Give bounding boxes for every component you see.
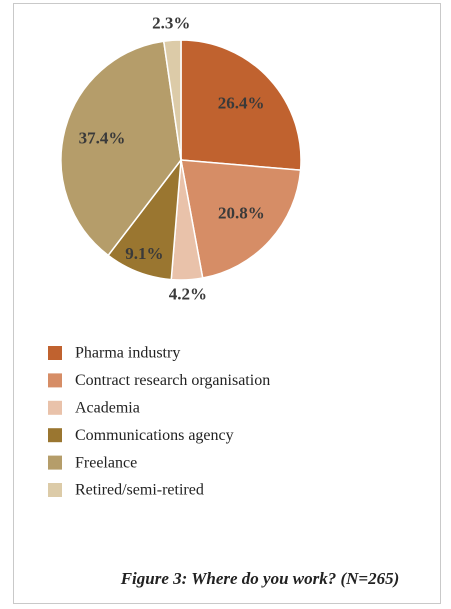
legend-swatch [48, 455, 62, 470]
data-label: 20.8% [218, 204, 265, 223]
legend-swatch [48, 400, 62, 415]
data-label: 26.4% [218, 94, 265, 113]
legend-label: Pharma industry [75, 345, 180, 362]
pie-slice [60, 40, 182, 257]
chart-title: Figure 3: Where do you work? (N=265) [120, 569, 400, 588]
legend-label: Contract research organisation [75, 372, 270, 389]
data-label: 9.1% [125, 244, 163, 263]
legend-swatch [48, 373, 62, 388]
pie-slice [180, 39, 302, 171]
legend-label: Communications agency [75, 427, 234, 444]
legend-swatch [48, 483, 62, 497]
legend-swatch [48, 428, 62, 443]
legend-label: Academia [75, 399, 140, 416]
data-label: 2.3% [152, 13, 190, 32]
data-label: 37.4% [79, 128, 126, 147]
legend-swatch [48, 346, 62, 360]
pie-slice [180, 159, 302, 279]
data-label: 4.2% [169, 285, 207, 304]
legend-label: Freelance [75, 454, 137, 471]
pie-slice [162, 39, 182, 161]
legend-label: Retired/semi-retired [75, 482, 204, 499]
